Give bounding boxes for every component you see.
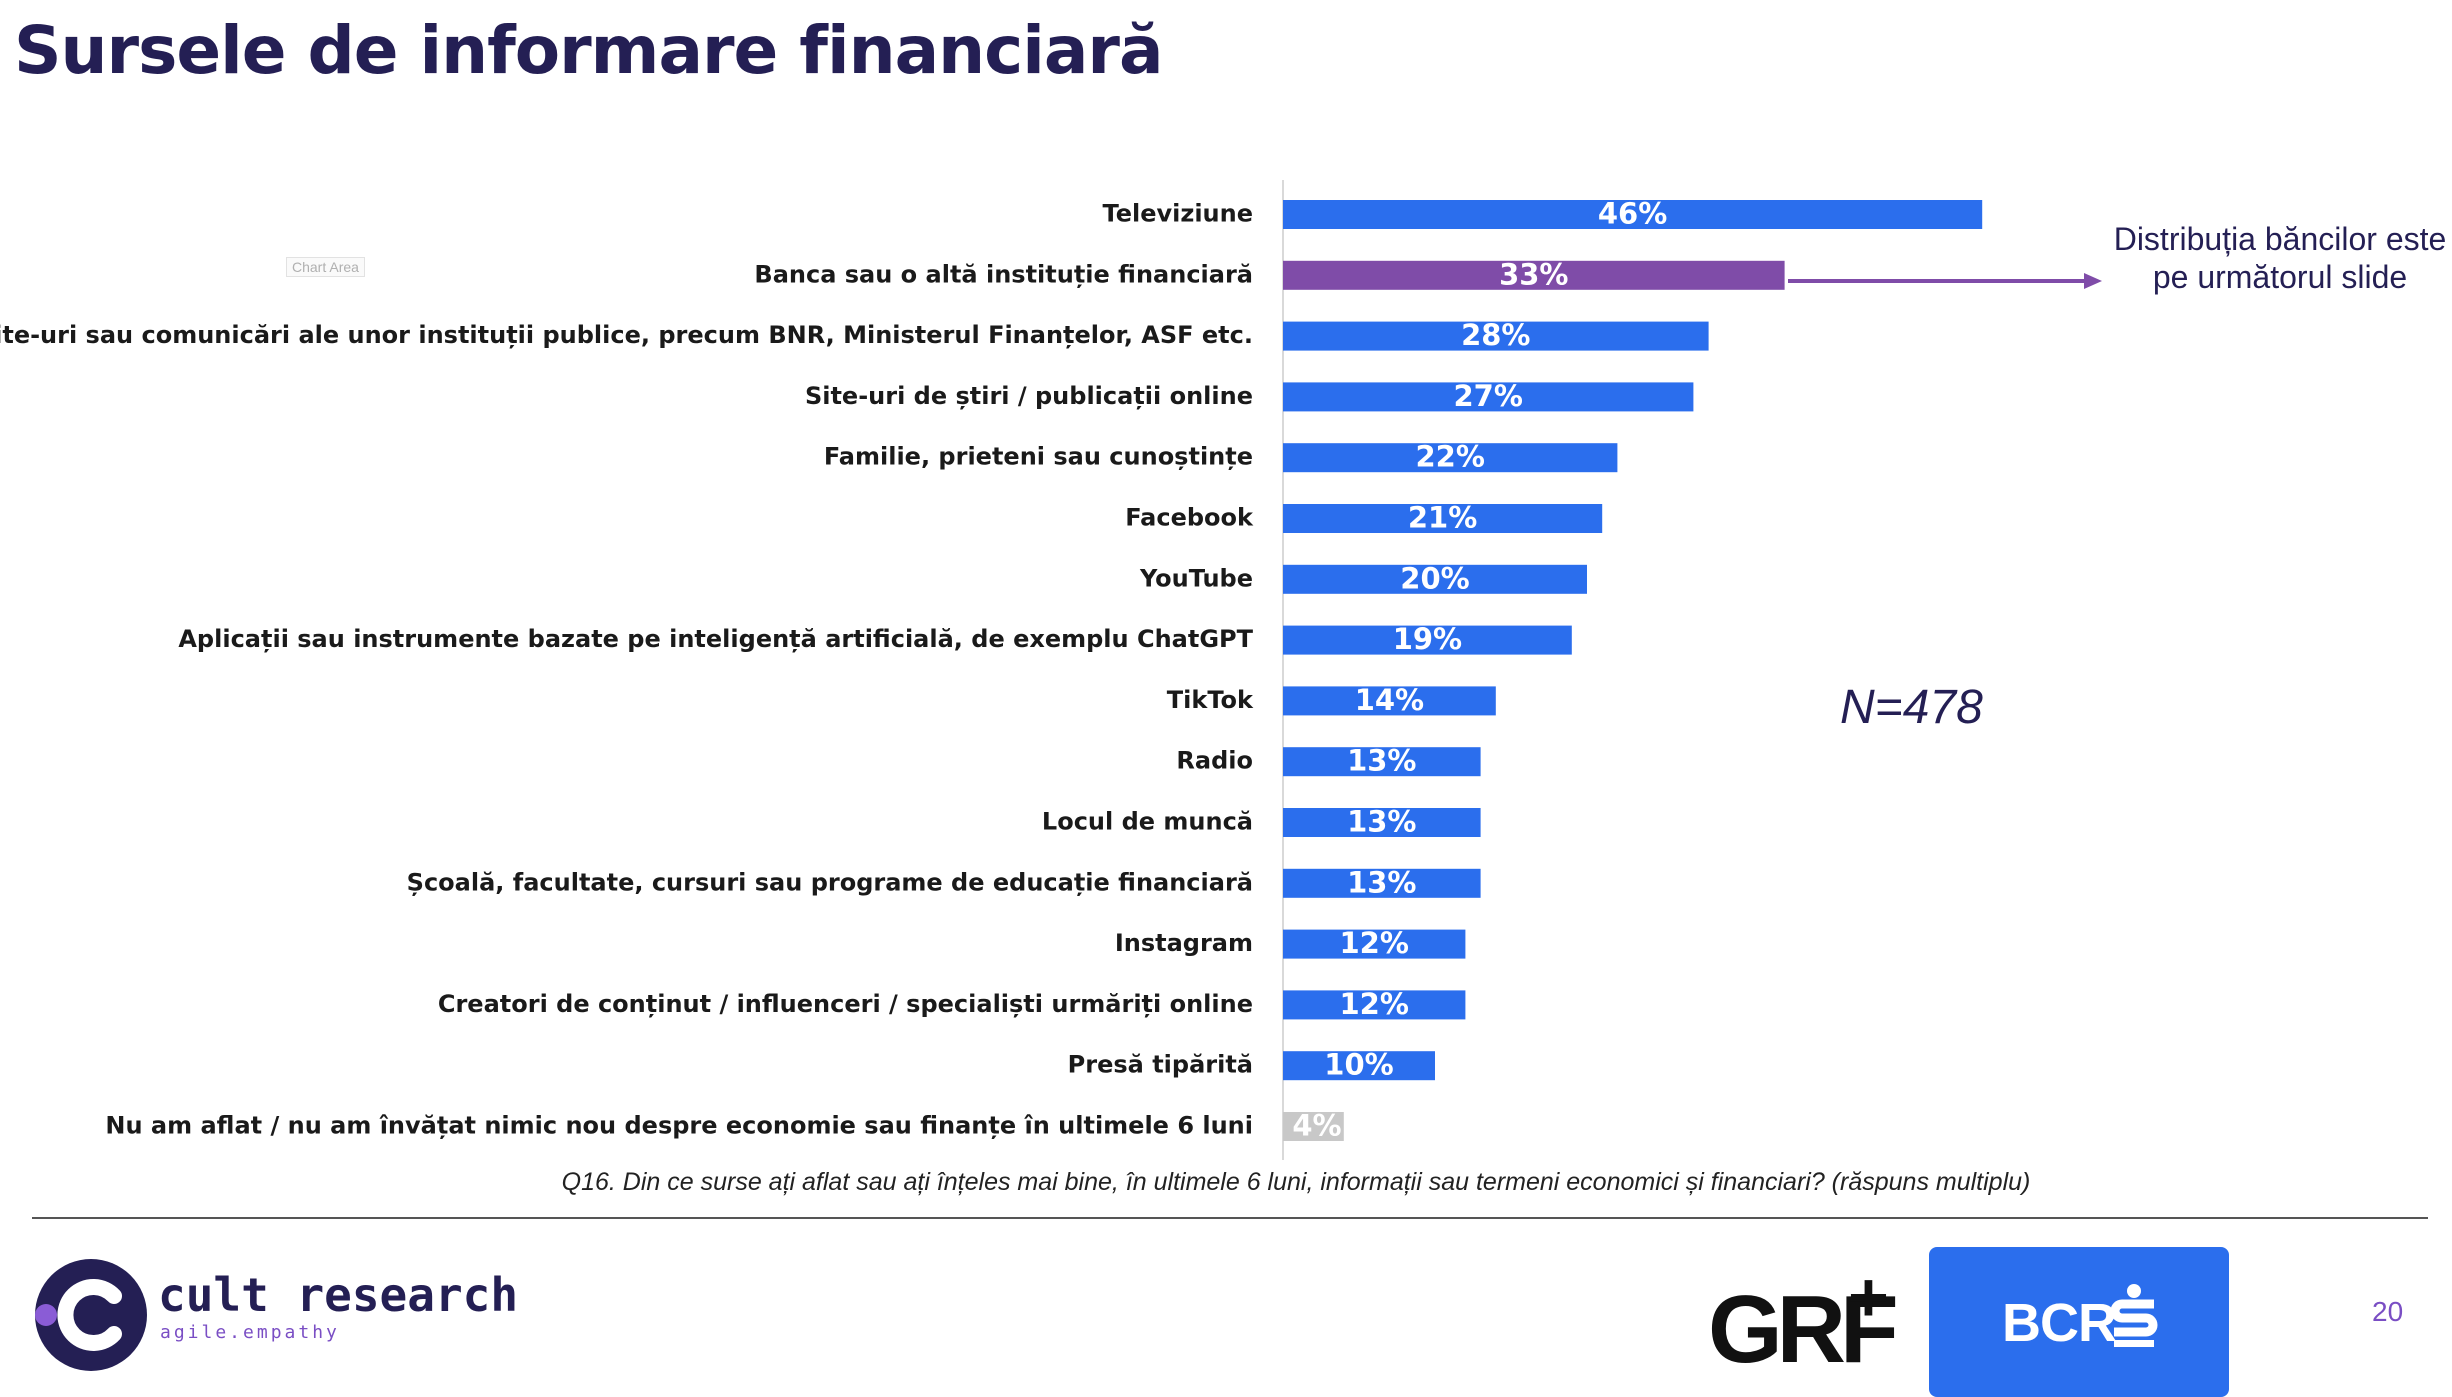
bar-chart: 46% Televiziune 33% Banca sau o altă instit… [0,180,1983,1160]
bar [1283,321,1709,351]
bar-value-label: 33% [1499,257,1568,291]
category-label: Aplicații sau instrumente bazate pe inte… [178,625,1253,653]
brand-tagline: agile.empathy [160,1322,340,1343]
category-label: Locul de muncă [1042,808,1253,836]
bar-value-label: 19% [1393,622,1462,656]
bar [1283,564,1587,594]
category-label: Familie, prieteni sau cunoștințe [824,443,1253,471]
category-label: Site-uri de știri / publicații online [805,382,1253,410]
bar [1283,868,1481,898]
bar [1283,443,1618,473]
footer-divider [32,1217,2428,1219]
category-label: Presă tipărită [1068,1051,1253,1079]
bar-value-label: 12% [1339,987,1408,1021]
category-label: Banca sau o altă instituție financiară [754,260,1253,288]
bar-value-label: 12% [1339,926,1408,960]
category-label: Televiziune [1103,200,1253,228]
bar [1283,382,1694,412]
bar-value-label: 14% [1355,683,1424,717]
bar-value-label: 46% [1598,197,1667,231]
brand-name: cult research [158,1268,519,1322]
cult-research-logo-icon [35,1259,147,1371]
bar [1283,747,1481,777]
chart-area-tag: Chart Area [286,257,365,277]
bar [1283,929,1466,959]
arrow-icon [1788,273,2102,289]
bar [1283,686,1496,716]
bar [1283,1051,1435,1081]
bar-value-label: 21% [1408,501,1477,535]
bar-value-label: 10% [1324,1048,1393,1082]
bar-value-label: 13% [1347,805,1416,839]
category-label: Facebook [1125,504,1254,532]
category-label: Instagram [1115,929,1253,957]
category-label: Radio [1176,747,1253,775]
bcr-s-icon [2110,1284,2158,1347]
bar [1283,1112,1344,1141]
bar-value-label: 4% [1292,1109,1341,1143]
bar-value-label: 28% [1461,318,1530,352]
bar [1283,200,1983,229]
grf-logo: GRF [1708,1276,1899,1383]
bcr-logo-text: BCR [2002,1293,2117,1353]
question-text: Q16. Din ce surse ați aflat sau ați înțe… [561,1168,2031,1196]
sample-size: N=478 [1840,681,1983,734]
bar [1283,808,1481,837]
bar-value-label: 22% [1415,440,1484,474]
category-label: Creatori de conținut / influenceri / spe… [438,990,1253,1018]
bar [1283,260,1785,290]
annotation-text: Distribuția băncilor este pe următorul s… [2113,221,2447,295]
category-label: Nu am aflat / nu am învățat nimic nou de… [105,1112,1253,1140]
page-title: Sursele de informare financiară [14,12,1163,89]
bar-value-label: 13% [1347,865,1416,899]
bar-value-label: 20% [1400,561,1469,595]
bar-value-label: 13% [1347,744,1416,778]
category-label: TikTok [1167,686,1254,714]
bar [1283,504,1603,533]
bar-value-label: 27% [1453,379,1522,413]
category-label: Site-uri sau comunicări ale unor institu… [0,321,1253,349]
category-label: YouTube [1139,564,1253,592]
category-label: Școală, facultate, cursuri sau programe … [407,868,1253,896]
bar [1283,990,1466,1020]
grf-plus-logo: + [1848,1258,1889,1336]
bar [1283,625,1572,655]
bcr-logo-box [1929,1247,2229,1397]
page-number: 20 [2372,1296,2404,1327]
